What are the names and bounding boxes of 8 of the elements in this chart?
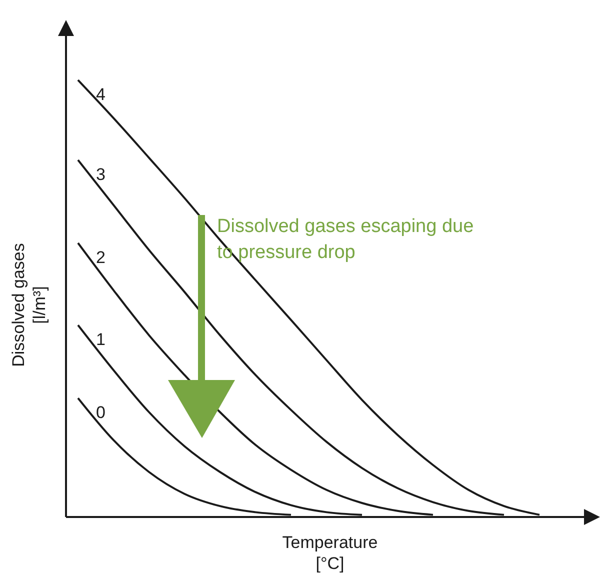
series-label: 2 bbox=[96, 248, 106, 267]
series-label: 0 bbox=[96, 403, 106, 422]
series-label: 4 bbox=[96, 85, 106, 104]
annotation: Dissolved gases escaping due to pressure drop bbox=[217, 216, 474, 263]
series-label: 3 bbox=[96, 164, 106, 184]
x-axis-title: Temperature [°C] bbox=[282, 533, 378, 573]
series-label: 1 bbox=[96, 330, 106, 350]
y-axis-title: Dissolved gases [l/m³] bbox=[9, 243, 49, 367]
